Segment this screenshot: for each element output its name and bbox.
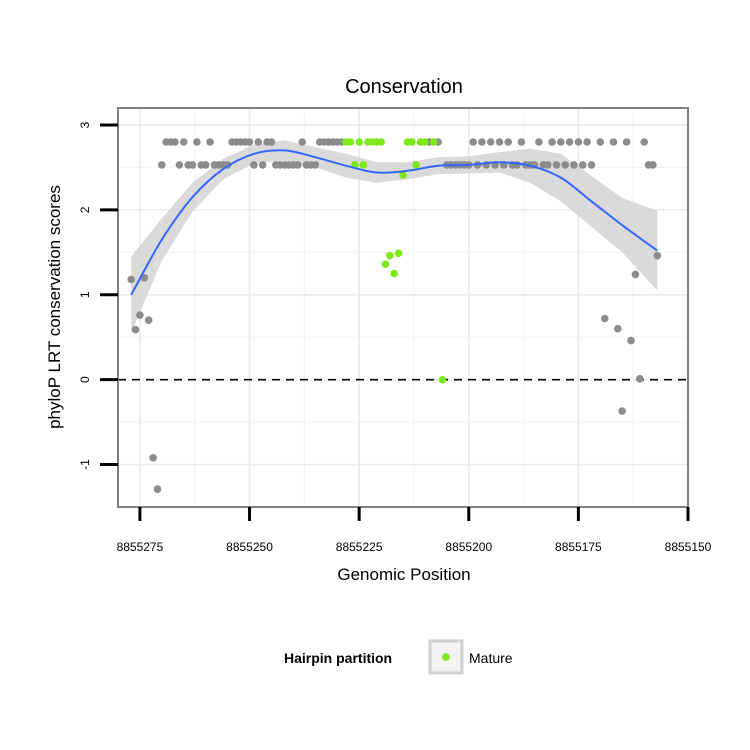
y-axis: -1 0 1 2 3 [78, 121, 118, 470]
x-tick-label: 8855175 [555, 540, 602, 554]
point-mature [386, 251, 394, 260]
point-other [570, 161, 578, 169]
legend: Hairpin partition Mature [284, 639, 513, 675]
point-mature [355, 138, 364, 146]
point-other [144, 316, 153, 325]
y-axis-label: phyloP LRT conservation scores [45, 185, 64, 429]
point-other [158, 161, 166, 169]
data-points [127, 138, 662, 494]
x-axis: 8855275 8855250 8855225 8855200 8855175 88551… [117, 507, 712, 554]
point-mature [381, 260, 390, 269]
point-other [250, 161, 258, 169]
point-other [136, 311, 144, 319]
point-other [294, 161, 302, 169]
point-mature [359, 161, 368, 169]
point-other [486, 138, 495, 146]
point-other [653, 251, 662, 260]
point-other [579, 161, 587, 169]
point-mature [394, 249, 403, 257]
confidence-band [131, 140, 658, 333]
point-other [609, 138, 618, 146]
point-other [565, 138, 574, 146]
point-other [149, 454, 157, 462]
y-tick-label: 2 [78, 206, 92, 213]
y-tick-label: 0 [78, 376, 92, 383]
x-tick-label: 8855225 [336, 540, 383, 554]
point-other [574, 138, 583, 146]
point-other [254, 138, 263, 146]
point-other [478, 138, 486, 146]
point-other [258, 161, 267, 169]
point-mature [438, 375, 447, 384]
point-other [543, 161, 552, 169]
point-mature [377, 138, 385, 146]
smooth-curve [130, 149, 658, 296]
point-other [600, 314, 609, 323]
point-other [267, 138, 276, 146]
point-other [469, 138, 478, 146]
point-other [557, 138, 565, 146]
point-other [561, 161, 569, 169]
confidence-ribbon [131, 140, 658, 333]
point-other [535, 138, 543, 146]
x-axis-label: Genomic Position [337, 565, 470, 584]
point-other [175, 161, 184, 169]
point-mature [399, 171, 407, 179]
y-tick-label: 1 [78, 291, 92, 298]
point-other [153, 485, 162, 494]
point-other [640, 138, 648, 146]
chart-title: Conservation [345, 76, 463, 98]
point-other [131, 325, 140, 334]
point-other [311, 161, 320, 169]
legend-entry-mature: Mature [469, 650, 513, 666]
point-mature [346, 138, 355, 146]
smooth-line [130, 149, 658, 296]
x-tick-label: 8855250 [226, 540, 273, 554]
point-other [495, 138, 504, 146]
point-other [614, 324, 622, 333]
point-mature [429, 138, 438, 146]
x-tick-label: 8855150 [665, 540, 712, 554]
point-other [552, 161, 561, 169]
point-other [649, 161, 657, 169]
point-other [201, 161, 210, 169]
point-other [618, 407, 626, 415]
point-mature [412, 161, 421, 169]
x-tick-label: 8855200 [445, 540, 492, 554]
point-other [583, 138, 591, 146]
point-other [206, 138, 214, 146]
point-other [517, 138, 526, 146]
y-tick-label: 3 [78, 121, 92, 128]
plot-border [117, 107, 689, 508]
legend-title: Hairpin partition [284, 650, 392, 666]
plot-frame [117, 107, 689, 508]
point-mature [421, 138, 429, 146]
point-other [622, 138, 631, 146]
y-tick-label: -1 [78, 459, 92, 470]
point-other [193, 138, 201, 146]
point-other [127, 275, 135, 284]
point-other [631, 270, 640, 279]
point-other [298, 138, 307, 146]
point-other [504, 138, 512, 146]
point-other [587, 161, 596, 169]
x-tick-label: 8855275 [117, 540, 164, 554]
point-other [180, 138, 188, 146]
legend-key-mature-point [442, 653, 450, 661]
point-other [636, 375, 644, 383]
point-other [627, 336, 635, 345]
point-mature [408, 138, 416, 146]
point-other [188, 161, 197, 169]
point-other [596, 138, 605, 146]
point-other [245, 138, 254, 146]
point-mature [390, 269, 399, 278]
point-other [548, 138, 556, 146]
point-other [171, 138, 179, 146]
